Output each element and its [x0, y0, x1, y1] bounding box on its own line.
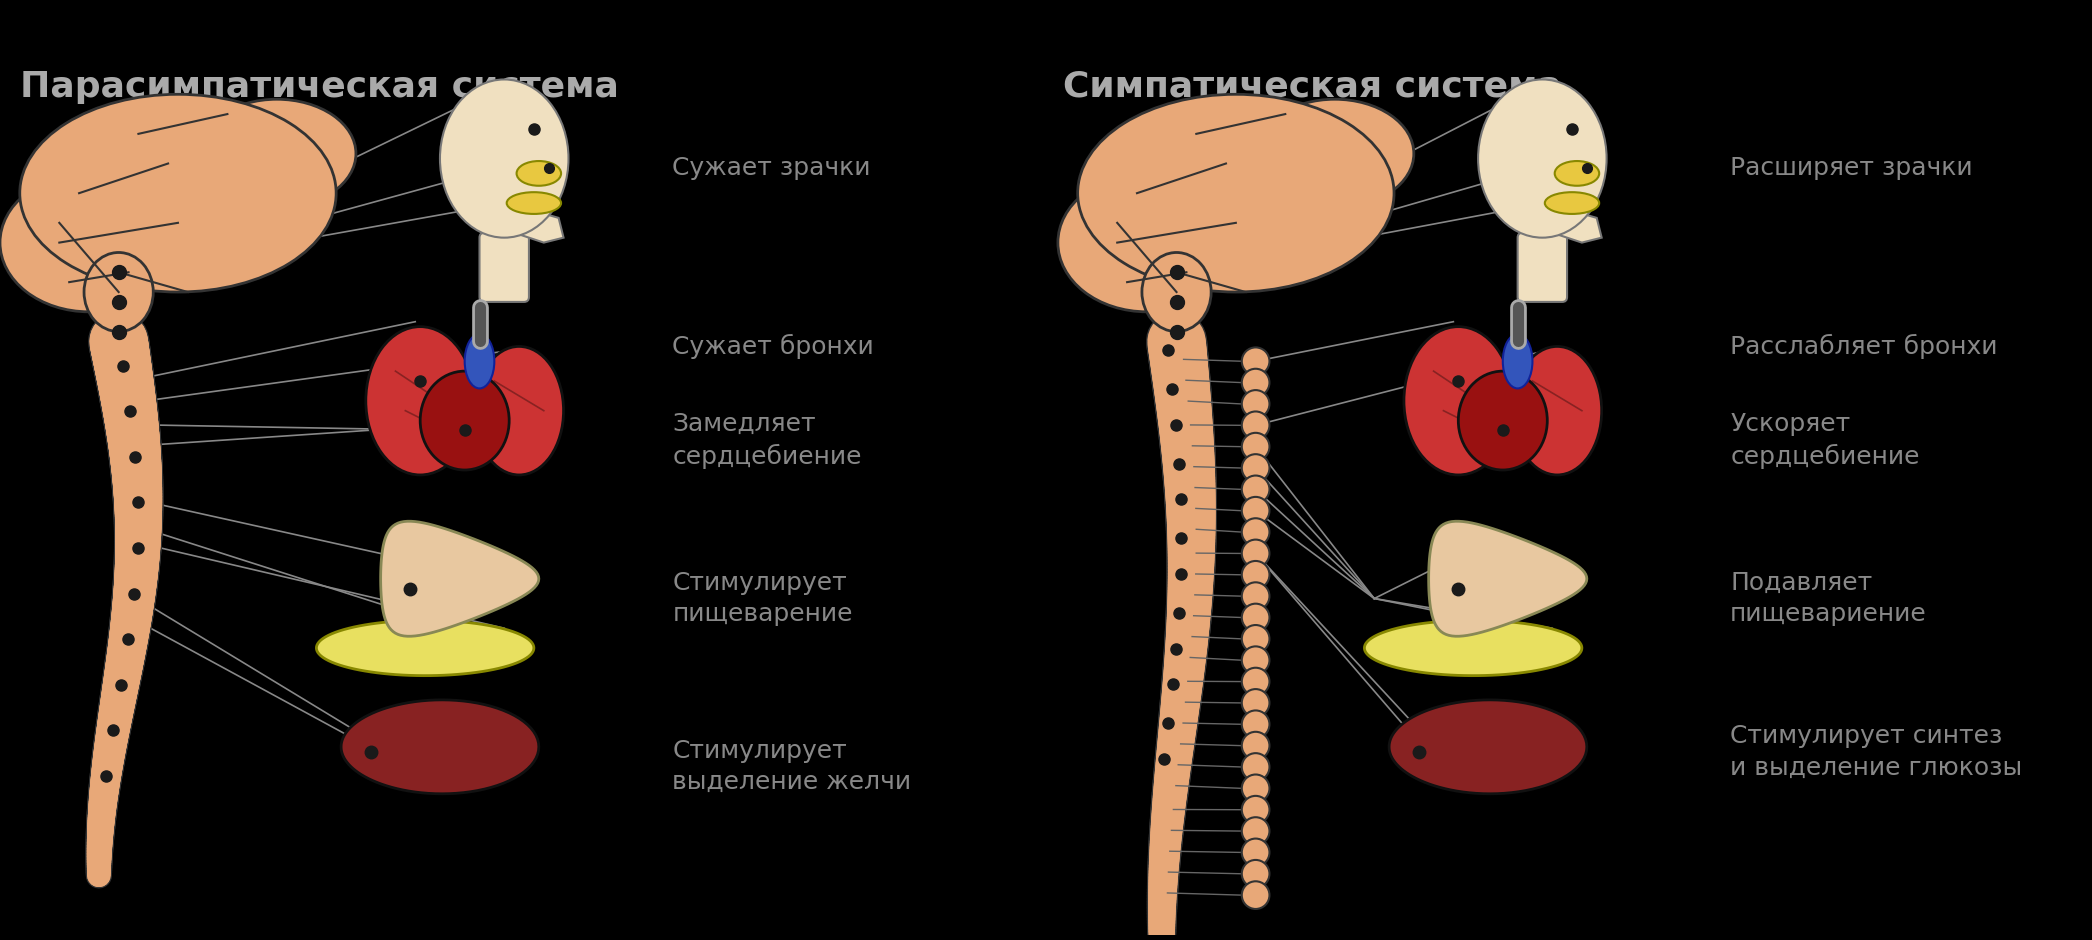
Polygon shape: [1364, 620, 1582, 676]
Circle shape: [1243, 540, 1270, 567]
Circle shape: [1243, 838, 1270, 867]
Ellipse shape: [439, 80, 569, 238]
Polygon shape: [1429, 522, 1588, 636]
Text: Сужает зрачки: Сужает зрачки: [672, 156, 870, 180]
Circle shape: [1243, 497, 1270, 525]
Text: Ускоряет
сердцебиение: Ускоряет сердцебиение: [1730, 412, 1920, 469]
Text: Стимулирует
выделение желчи: Стимулирует выделение желчи: [672, 739, 912, 794]
Text: Парасимпатическая система: Парасимпатическая система: [19, 70, 619, 103]
Circle shape: [1243, 860, 1270, 887]
Circle shape: [1243, 796, 1270, 823]
Ellipse shape: [517, 161, 561, 186]
Ellipse shape: [1513, 347, 1602, 475]
FancyBboxPatch shape: [1517, 233, 1567, 302]
Text: Замедляет
сердцебиение: Замедляет сердцебиение: [672, 412, 862, 469]
Circle shape: [1243, 412, 1270, 439]
Ellipse shape: [199, 100, 356, 208]
Ellipse shape: [475, 347, 563, 475]
Circle shape: [1243, 753, 1270, 781]
Circle shape: [1243, 711, 1270, 738]
Circle shape: [1243, 603, 1270, 632]
Circle shape: [1243, 647, 1270, 674]
Ellipse shape: [1554, 161, 1598, 186]
Ellipse shape: [420, 371, 508, 470]
Ellipse shape: [1458, 371, 1548, 470]
Text: Расширяет зрачки: Расширяет зрачки: [1730, 156, 1973, 180]
Polygon shape: [381, 522, 540, 636]
Circle shape: [1243, 454, 1270, 482]
Circle shape: [1243, 689, 1270, 717]
Circle shape: [1243, 817, 1270, 845]
Text: Подавляет
пищевариение: Подавляет пищевариение: [1730, 571, 1927, 626]
Circle shape: [1243, 625, 1270, 652]
Ellipse shape: [1502, 334, 1533, 388]
Ellipse shape: [1544, 192, 1598, 214]
Circle shape: [1243, 476, 1270, 503]
Polygon shape: [1389, 700, 1588, 793]
Text: Стимулирует синтез
и выделение глюкозы: Стимулирует синтез и выделение глюкозы: [1730, 724, 2023, 779]
Ellipse shape: [1077, 94, 1393, 292]
Ellipse shape: [1059, 173, 1236, 312]
Ellipse shape: [506, 192, 561, 214]
Circle shape: [1243, 667, 1270, 696]
Circle shape: [1243, 775, 1270, 802]
Polygon shape: [1552, 208, 1602, 243]
Ellipse shape: [0, 173, 178, 312]
Ellipse shape: [1479, 80, 1607, 238]
Circle shape: [1243, 368, 1270, 397]
Text: Симпатическая система: Симпатическая система: [1063, 70, 1563, 103]
Circle shape: [1243, 732, 1270, 760]
Circle shape: [1243, 518, 1270, 546]
Circle shape: [1243, 882, 1270, 909]
Circle shape: [1243, 432, 1270, 461]
Polygon shape: [316, 620, 533, 676]
Ellipse shape: [1255, 100, 1414, 208]
Ellipse shape: [464, 334, 494, 388]
Ellipse shape: [366, 326, 475, 475]
Ellipse shape: [1142, 253, 1211, 332]
Circle shape: [1243, 348, 1270, 375]
Ellipse shape: [84, 253, 153, 332]
Circle shape: [1243, 582, 1270, 610]
FancyBboxPatch shape: [479, 233, 529, 302]
Text: Стимулирует
пищеварение: Стимулирует пищеварение: [672, 571, 854, 626]
Polygon shape: [341, 700, 540, 793]
Text: Сужает бронхи: Сужает бронхи: [672, 334, 874, 359]
Polygon shape: [515, 208, 563, 243]
Ellipse shape: [19, 94, 337, 292]
Circle shape: [1243, 561, 1270, 588]
Ellipse shape: [1404, 326, 1513, 475]
Text: Расслабляет бронхи: Расслабляет бронхи: [1730, 334, 1998, 359]
Circle shape: [1243, 390, 1270, 417]
